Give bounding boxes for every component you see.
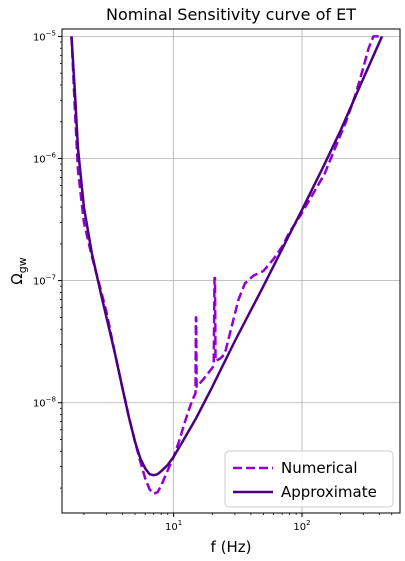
y-axis-label-subscript: gw [16,257,29,273]
y-axis-label-symbol: Ω [8,273,26,284]
x-axis-label: f (Hz) [211,538,252,556]
x-axis: 101 102 [83,513,393,533]
legend-label-numerical: Numerical [281,459,358,477]
plot-frame [61,28,401,514]
y-axis-label: Ωgw [8,257,29,284]
series-line-approximate [70,35,384,477]
series-line-numerical [70,35,382,495]
y-tick-label: 10−7 [33,274,56,288]
chart-title: Nominal Sensitivity curve of ET [106,5,356,24]
y-axis: 10−8 10−7 10−6 10−5 [33,29,62,489]
plot-series [70,35,384,495]
y-tick-label: 10−5 [33,29,56,43]
y-tick-label: 10−6 [33,152,57,166]
legend: Numerical Approximate [224,450,394,508]
x-tick-label: 102 [293,519,310,533]
legend-label-approximate: Approximate [281,483,377,501]
y-tick-label: 10−8 [33,396,56,410]
grid [62,29,400,513]
x-tick-label: 101 [165,519,182,533]
